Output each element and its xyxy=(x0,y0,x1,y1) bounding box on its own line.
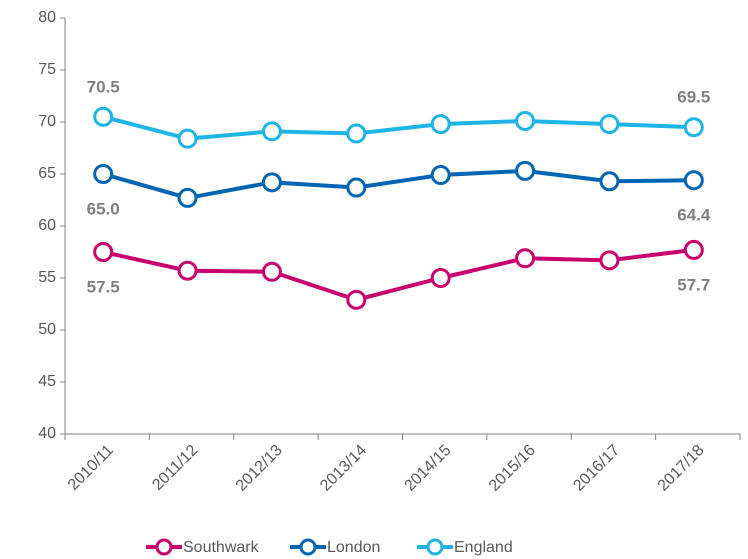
marker xyxy=(430,114,451,135)
x-tick-label: 2014/15 xyxy=(402,442,455,495)
marker xyxy=(430,268,451,288)
y-tick-label: 40 xyxy=(38,425,56,442)
y-tick-label: 70 xyxy=(38,113,56,130)
y-tick-label: 75 xyxy=(38,61,56,78)
marker xyxy=(515,110,536,131)
marker xyxy=(683,239,704,260)
data-label: 65.0 xyxy=(87,199,120,218)
data-label: 69.5 xyxy=(677,88,710,107)
x-tick-label: 2015/16 xyxy=(486,442,539,495)
legend-label: England xyxy=(454,539,513,556)
marker xyxy=(177,260,198,281)
x-tick-label: 2017/18 xyxy=(655,442,708,495)
marker xyxy=(515,160,536,181)
marker xyxy=(515,248,536,269)
marker xyxy=(683,170,704,191)
x-tick-label: 2011/12 xyxy=(149,442,201,494)
x-tick-label: 2012/13 xyxy=(233,442,286,495)
legend-marker xyxy=(155,538,173,556)
marker xyxy=(683,117,704,138)
marker xyxy=(177,128,198,149)
marker xyxy=(430,165,451,186)
marker xyxy=(599,171,620,192)
marker xyxy=(93,242,114,262)
y-tick-label: 55 xyxy=(38,269,56,286)
marker xyxy=(599,114,620,135)
y-tick-label: 50 xyxy=(38,321,56,338)
marker xyxy=(346,177,367,198)
data-label: 64.4 xyxy=(677,206,711,225)
marker xyxy=(261,121,282,142)
x-tick-label: 2013/14 xyxy=(317,442,370,495)
data-label: 57.7 xyxy=(677,275,710,294)
marker xyxy=(93,164,114,184)
marker xyxy=(599,250,620,271)
marker xyxy=(346,123,367,144)
marker xyxy=(261,261,282,282)
x-tick-label: 2010/11 xyxy=(65,442,117,494)
series-line xyxy=(102,168,694,200)
marker xyxy=(177,187,198,208)
x-tick-label: 2016/17 xyxy=(570,442,623,495)
y-tick-label: 80 xyxy=(38,9,56,26)
data-label: 57.5 xyxy=(87,277,120,296)
legend-label: London xyxy=(327,539,380,556)
marker xyxy=(346,289,367,310)
y-tick-label: 45 xyxy=(38,373,56,390)
legend-marker xyxy=(426,538,444,556)
series-line xyxy=(102,247,695,302)
marker xyxy=(93,106,114,127)
y-tick-label: 65 xyxy=(38,165,56,182)
data-label: 70.5 xyxy=(87,77,120,96)
marker xyxy=(261,172,282,193)
series-line xyxy=(102,114,694,141)
y-tick-label: 60 xyxy=(38,217,56,234)
legend-marker xyxy=(299,538,317,556)
legend-label: Southwark xyxy=(183,539,260,556)
